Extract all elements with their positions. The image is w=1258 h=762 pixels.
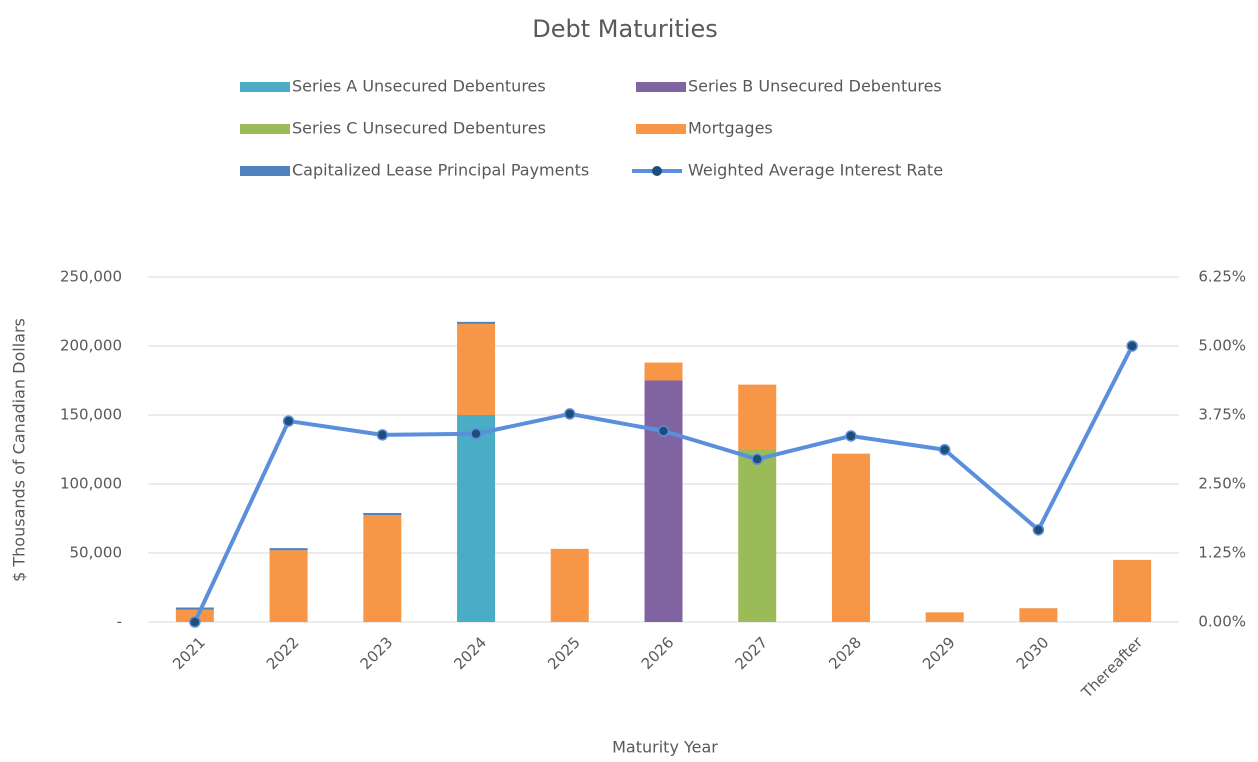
legend-swatch <box>636 82 686 92</box>
y-tick-label: 250,000 <box>60 268 122 286</box>
bar <box>738 449 777 622</box>
line-point <box>470 428 482 440</box>
bar <box>175 609 214 622</box>
y2-tick-label: 5.00% <box>1198 337 1246 355</box>
line-point <box>189 616 201 628</box>
bar <box>550 548 589 622</box>
x-tick-label: 2023 <box>357 633 397 673</box>
legend-swatch <box>240 124 290 134</box>
x-tick-label: 2030 <box>1013 633 1053 673</box>
legend-label: Weighted Average Interest Rate <box>688 161 943 180</box>
line-point <box>1126 340 1138 352</box>
x-tick-label: 2029 <box>919 633 959 673</box>
y-tick-label: - <box>117 613 122 631</box>
bar <box>1019 608 1058 622</box>
line-point <box>1032 524 1045 536</box>
bar <box>457 323 496 415</box>
legend-swatch-point <box>652 166 662 176</box>
x-tick-label: 2025 <box>544 633 584 673</box>
bar <box>738 384 777 450</box>
bar <box>644 380 683 622</box>
bar <box>269 548 308 551</box>
line-point <box>845 430 857 442</box>
line-point <box>938 444 951 456</box>
legend-swatch <box>636 124 686 134</box>
legend-swatch <box>240 166 290 176</box>
legend-label: Series B Unsecured Debentures <box>688 77 942 96</box>
bar <box>175 607 214 610</box>
x-tick-label: 2024 <box>450 633 490 673</box>
y2-tick-label: 6.25% <box>1198 268 1246 286</box>
legend-label: Series C Unsecured Debentures <box>292 119 546 138</box>
y-tick-label: 200,000 <box>60 337 122 355</box>
y2-tick-label: 3.75% <box>1198 406 1246 424</box>
bar <box>363 512 402 516</box>
line-point <box>751 453 763 465</box>
x-tick-label: 2026 <box>638 633 678 673</box>
bar <box>269 550 308 622</box>
legend-swatch <box>240 82 290 92</box>
y-tick-label: 150,000 <box>60 406 122 424</box>
x-tick-label: 2028 <box>825 633 865 673</box>
line-point <box>282 415 295 427</box>
legend-label: Mortgages <box>688 119 773 138</box>
chart-title: Debt Maturities <box>532 15 717 43</box>
y2-tick-label: 2.50% <box>1198 475 1246 493</box>
y-tick-label: 100,000 <box>60 475 122 493</box>
x-tick-label: Thereafter <box>1077 633 1146 702</box>
bar <box>644 362 683 381</box>
line-point <box>657 425 670 437</box>
bar <box>457 321 496 324</box>
x-axis-title: Maturity Year <box>612 738 718 757</box>
bar <box>363 515 402 622</box>
bar <box>1113 559 1152 622</box>
y2-tick-label: 1.25% <box>1198 544 1246 562</box>
legend-label: Capitalized Lease Principal Payments <box>292 161 589 180</box>
y-axis-title: $ Thousands of Canadian Dollars <box>10 318 29 582</box>
bar <box>457 415 496 622</box>
legend-label: Series A Unsecured Debentures <box>292 77 546 96</box>
x-tick-label: 2022 <box>263 633 303 673</box>
y-tick-label: 50,000 <box>70 544 123 562</box>
x-tick-label: 2027 <box>732 633 772 673</box>
bar <box>831 453 870 622</box>
line-point <box>376 429 389 441</box>
y2-tick-label: 0.00% <box>1198 613 1246 631</box>
x-tick-label: 2021 <box>169 633 209 673</box>
bar <box>925 612 964 622</box>
line-point <box>564 408 576 420</box>
